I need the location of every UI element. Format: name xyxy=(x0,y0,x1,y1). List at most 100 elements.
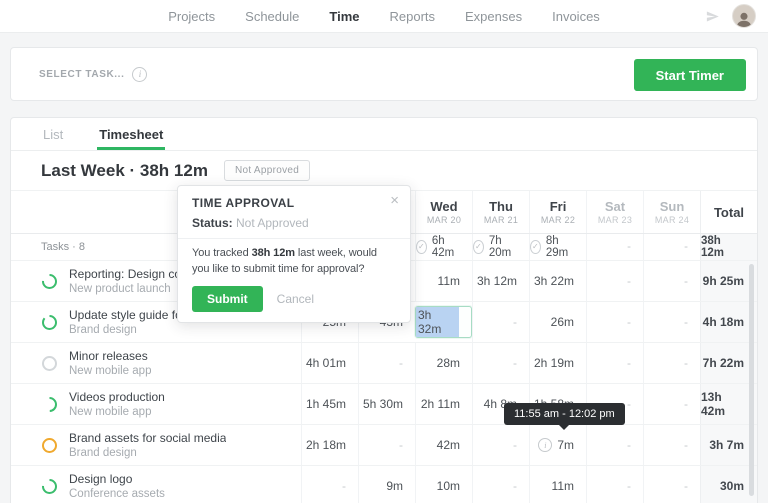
task-cell[interactable]: Design logo Conference assets xyxy=(11,466,301,503)
table-row: Brand assets for social media Brand desi… xyxy=(11,425,757,466)
time-cell[interactable]: 42m xyxy=(415,425,472,465)
time-cell[interactable]: - xyxy=(643,234,700,260)
selected-time-cell[interactable]: 3h 32m xyxy=(415,306,472,338)
time-cell[interactable]: 9m xyxy=(358,466,415,503)
time-cell[interactable]: - xyxy=(586,261,643,301)
time-cell[interactable]: - xyxy=(643,261,700,301)
time-cell[interactable]: - xyxy=(643,425,700,465)
time-cell[interactable]: i 7m xyxy=(529,425,586,465)
top-nav: Projects Schedule Time Reports Expenses … xyxy=(0,0,768,33)
progress-ring-icon xyxy=(42,437,57,453)
task-cell[interactable]: Brand assets for social media Brand desi… xyxy=(11,425,301,465)
total-cell: 13h 42m xyxy=(700,384,757,424)
time-cell[interactable]: 4h 01m xyxy=(301,343,358,383)
check-icon: ✓ xyxy=(416,240,427,254)
nav-item-time[interactable]: Time xyxy=(329,8,360,24)
time-cell[interactable]: 1h 45m xyxy=(301,384,358,424)
total-cell: 30m xyxy=(700,466,757,503)
time-cell[interactable]: - xyxy=(472,425,529,465)
start-timer-button[interactable]: Start Timer xyxy=(633,59,746,91)
time-cell[interactable]: - xyxy=(643,302,700,342)
total-cell: 9h 25m xyxy=(700,261,757,301)
check-icon: ✓ xyxy=(530,240,541,254)
time-cell[interactable]: - xyxy=(586,343,643,383)
submit-button[interactable]: Submit xyxy=(192,285,263,312)
time-cell[interactable]: - xyxy=(358,425,415,465)
view-tabs: List Timesheet xyxy=(11,118,757,151)
close-icon[interactable]: × xyxy=(390,192,399,209)
time-cell[interactable]: 2h 19m xyxy=(529,343,586,383)
time-cell[interactable]: 10m xyxy=(415,466,472,503)
progress-ring-icon xyxy=(42,396,57,412)
time-cell[interactable]: 2h 11m xyxy=(415,384,472,424)
time-cell[interactable]: - xyxy=(643,343,700,383)
time-cell[interactable]: 2h 18m xyxy=(301,425,358,465)
time-cell[interactable]: 11m xyxy=(415,261,472,301)
table-row: Design logo Conference assets - 9m 10m -… xyxy=(11,466,757,503)
time-cell[interactable]: ✓ 8h 29m xyxy=(529,234,586,260)
divider xyxy=(178,238,410,239)
time-cell[interactable]: ✓ 6h 42m xyxy=(415,234,472,260)
tab-list[interactable]: List xyxy=(43,126,64,142)
info-icon[interactable]: i xyxy=(132,66,148,82)
time-cell[interactable]: 28m xyxy=(415,343,472,383)
table-row: Videos production New mobile app 1h 45m … xyxy=(11,384,757,425)
send-icon[interactable] xyxy=(705,9,720,24)
time-cell[interactable]: - xyxy=(472,302,529,342)
time-cell[interactable]: 26m xyxy=(529,302,586,342)
time-cell[interactable]: - xyxy=(586,234,643,260)
time-cell[interactable]: - xyxy=(643,384,700,424)
task-cell[interactable]: Minor releases New mobile app xyxy=(11,343,301,383)
approval-status-badge: Not Approved xyxy=(223,160,311,181)
time-cell[interactable]: - xyxy=(301,466,358,503)
task-select-placeholder: SELECT TASK... xyxy=(39,68,125,80)
nav-right-group xyxy=(705,0,756,32)
time-cell[interactable]: - xyxy=(472,466,529,503)
time-cell[interactable]: - xyxy=(472,343,529,383)
task-project: New mobile app xyxy=(69,405,152,418)
col-header-wed: Wed MAR 20 xyxy=(415,191,472,233)
task-name: Brand assets for social media xyxy=(69,430,227,445)
popover-message: You tracked 38h 12m last week, would you… xyxy=(192,247,377,275)
table-row: Minor releases New mobile app 4h 01m - 2… xyxy=(11,343,757,384)
time-cell[interactable]: 11m xyxy=(529,466,586,503)
cancel-button[interactable]: Cancel xyxy=(276,291,315,306)
time-cell[interactable]: 5h 30m xyxy=(358,384,415,424)
time-cell[interactable]: 3h 12m xyxy=(472,261,529,301)
time-cell[interactable]: - xyxy=(358,343,415,383)
col-header-sat: Sat MAR 23 xyxy=(586,191,643,233)
nav-item-schedule[interactable]: Schedule xyxy=(245,8,300,24)
total-cell: 7h 22m xyxy=(700,343,757,383)
time-cell[interactable]: - xyxy=(643,466,700,503)
task-name: Videos production xyxy=(69,389,165,404)
time-cell[interactable]: ✓ 7h 20m xyxy=(472,234,529,260)
nav-item-projects[interactable]: Projects xyxy=(168,8,216,24)
tab-timesheet[interactable]: Timesheet xyxy=(97,118,166,150)
total-cell: 38h 12m xyxy=(700,234,757,260)
period-header: Last Week · 38h 12m Not Approved xyxy=(11,151,757,190)
timesheet-panel: List Timesheet Last Week · 38h 12m Not A… xyxy=(10,117,758,503)
approval-status-line: Status: Not Approved xyxy=(192,216,309,230)
info-icon[interactable]: i xyxy=(538,438,553,452)
total-cell: 3h 7m xyxy=(700,425,757,465)
time-cell[interactable]: - xyxy=(586,425,643,465)
time-cell[interactable]: - xyxy=(586,302,643,342)
vertical-scrollbar[interactable] xyxy=(749,264,754,496)
popover-title: TIME APPROVAL xyxy=(192,196,295,210)
time-cell[interactable]: 3h 22m xyxy=(529,261,586,301)
task-project: Brand design xyxy=(69,446,137,459)
col-header-total: Total xyxy=(700,191,757,233)
nav-item-reports[interactable]: Reports xyxy=(389,8,436,24)
progress-ring-icon xyxy=(42,355,57,371)
nav-item-invoices[interactable]: Invoices xyxy=(552,8,600,24)
progress-ring-icon xyxy=(42,478,57,494)
task-cell[interactable]: Videos production New mobile app xyxy=(11,384,301,424)
task-name: Design logo xyxy=(69,471,133,486)
tasks-count-label: Tasks · 8 xyxy=(41,241,86,253)
person-icon xyxy=(736,12,752,27)
nav-item-expenses[interactable]: Expenses xyxy=(465,8,523,24)
task-select-input[interactable]: SELECT TASK... i xyxy=(11,66,148,82)
time-cell[interactable]: - xyxy=(586,466,643,503)
user-avatar[interactable] xyxy=(732,4,756,28)
